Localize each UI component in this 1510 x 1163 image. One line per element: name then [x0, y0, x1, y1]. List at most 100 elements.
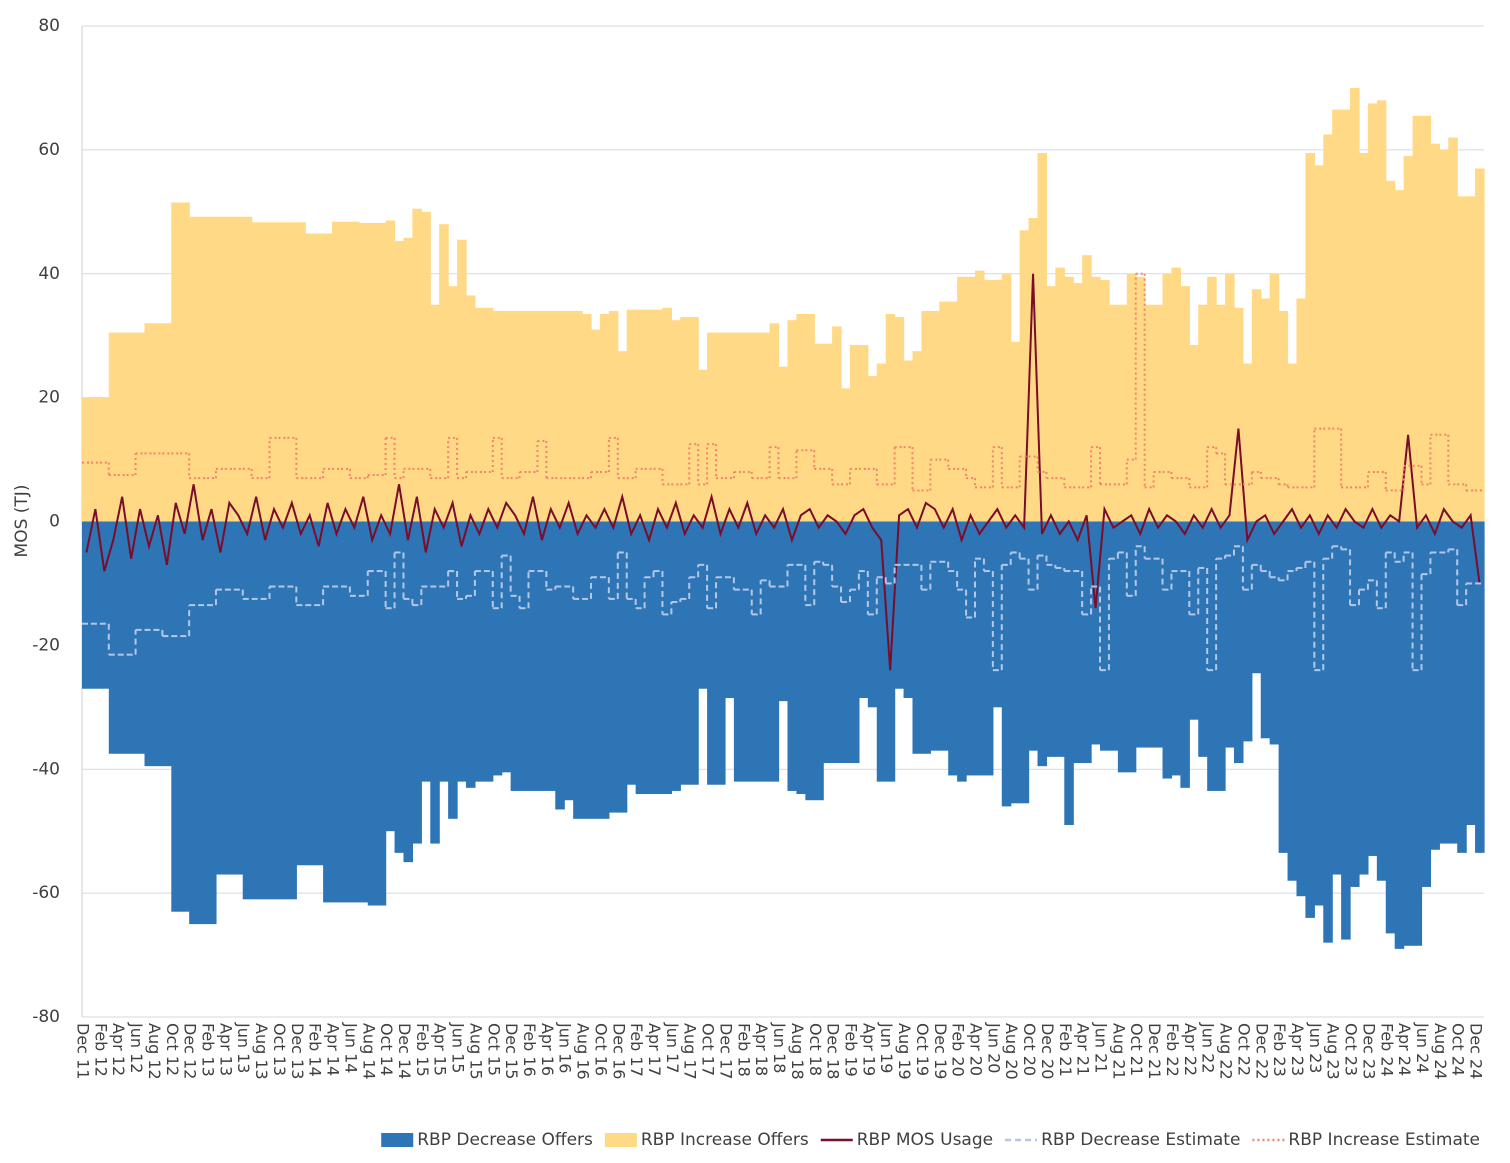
- y-axis-label: MOS (TJ): [12, 485, 32, 558]
- area-bar: [99, 397, 110, 522]
- area-bar: [698, 521, 708, 689]
- area-bar: [876, 363, 887, 522]
- area-bar: [787, 521, 797, 791]
- area-bar: [501, 521, 512, 773]
- area-bar: [108, 332, 119, 522]
- area-bar: [367, 521, 378, 906]
- area-bar: [305, 521, 315, 866]
- area-bar: [501, 310, 512, 522]
- area-bar: [957, 276, 967, 522]
- area-bar: [1403, 156, 1414, 522]
- x-tick-label: Dec 13: [288, 1023, 307, 1079]
- area-bar: [876, 521, 887, 782]
- area-bar: [1278, 310, 1289, 522]
- area-bar: [144, 323, 155, 522]
- legend-label: RBP Decrease Offers: [417, 1130, 593, 1150]
- area-bar: [403, 521, 414, 863]
- area-bar: [242, 216, 253, 522]
- legend-swatch: [604, 1133, 637, 1147]
- area-bar: [1475, 521, 1485, 853]
- area-bar: [519, 310, 530, 522]
- area-bar: [769, 521, 780, 782]
- area-bar: [465, 521, 476, 788]
- area-bar: [1466, 196, 1476, 522]
- area-bar: [537, 521, 547, 791]
- area-bar: [1430, 521, 1440, 850]
- area-bar: [564, 310, 574, 522]
- x-tick-label: Oct 24: [1449, 1023, 1468, 1076]
- area-bar: [465, 295, 476, 522]
- x-tick-label: Dec 23: [1359, 1023, 1378, 1079]
- area-bar: [787, 320, 797, 522]
- area-bar: [1225, 521, 1235, 748]
- y-tick-label: -80: [32, 1007, 60, 1027]
- area-bar: [653, 309, 664, 522]
- area-bar: [939, 301, 949, 522]
- area-bar: [1296, 521, 1307, 897]
- area-bar: [117, 332, 128, 522]
- area-bar: [680, 317, 690, 522]
- area-bar: [814, 521, 824, 801]
- area-bar: [983, 279, 994, 522]
- area-bar: [635, 521, 646, 795]
- area-bar: [841, 388, 851, 522]
- area-bar: [626, 309, 637, 522]
- area-bar: [287, 222, 297, 522]
- x-tick-label: Feb 23: [1270, 1023, 1289, 1077]
- area-bar: [135, 521, 146, 754]
- area-bar: [858, 344, 869, 522]
- x-tick-label: Feb 24: [1377, 1023, 1396, 1077]
- area-bar: [1376, 521, 1387, 881]
- legend-swatch: [381, 1133, 414, 1147]
- area-bar: [582, 314, 592, 522]
- area-bar: [1082, 255, 1092, 522]
- x-tick-label: Jun 20: [984, 1022, 1003, 1073]
- area-bar: [1242, 363, 1253, 522]
- area-bar: [1108, 521, 1119, 751]
- y-tick-label: -60: [32, 883, 60, 903]
- areas: [82, 87, 1485, 949]
- area-bar: [1135, 276, 1146, 522]
- area-bar: [1028, 521, 1039, 751]
- area-bar: [805, 521, 815, 801]
- x-tick-label: Apr 12: [109, 1023, 128, 1076]
- area-bar: [1314, 165, 1324, 522]
- area-bar: [769, 323, 780, 522]
- x-tick-label: Feb 14: [306, 1023, 325, 1077]
- area-bar: [1394, 190, 1405, 522]
- x-tick-label: Jun 18: [770, 1022, 789, 1073]
- area-bar: [823, 521, 833, 764]
- area-bar: [671, 521, 681, 791]
- area-bar: [287, 521, 297, 900]
- x-tick-label: Feb 19: [841, 1023, 860, 1077]
- x-tick-label: Oct 13: [270, 1023, 289, 1076]
- x-tick-label: Jun 13: [234, 1022, 253, 1073]
- x-tick-label: Feb 20: [949, 1023, 968, 1077]
- x-tick-label: Feb 18: [734, 1023, 753, 1077]
- area-bar: [1314, 521, 1324, 906]
- area-bar: [1421, 521, 1432, 887]
- area-bar: [662, 307, 672, 522]
- area-bar: [1412, 521, 1423, 946]
- area-bar: [492, 521, 503, 776]
- area-bar: [412, 208, 422, 522]
- area-bar: [1126, 273, 1137, 522]
- area-bar: [296, 222, 306, 522]
- area-bar: [707, 332, 717, 522]
- area-bar: [626, 521, 637, 785]
- area-bar: [1278, 521, 1289, 853]
- x-tick-label: Apr 13: [216, 1023, 235, 1076]
- area-bar: [117, 521, 128, 754]
- area-bar: [510, 521, 521, 791]
- area-bar: [1046, 521, 1056, 757]
- area-bar: [314, 233, 324, 522]
- area-bar: [198, 216, 208, 522]
- x-tick-label: Oct 15: [484, 1023, 503, 1076]
- area-bar: [1100, 279, 1110, 522]
- x-tick-label: Apr 24: [1395, 1023, 1414, 1076]
- area-bar: [671, 320, 681, 522]
- area-bar: [733, 521, 744, 782]
- x-tick-label: Apr 20: [966, 1023, 985, 1076]
- x-tick-label: Oct 20: [1020, 1023, 1039, 1076]
- area-bar: [564, 521, 574, 801]
